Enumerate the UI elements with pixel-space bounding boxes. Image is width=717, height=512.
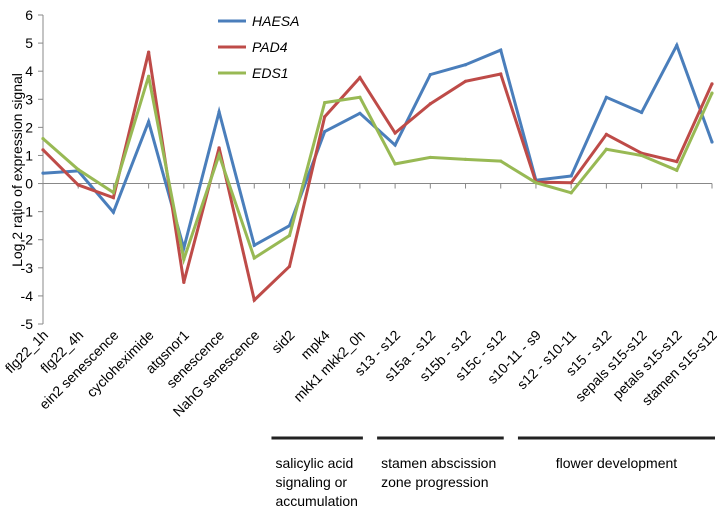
- data-point-pad4: [217, 146, 221, 150]
- data-point-pad4: [41, 148, 45, 152]
- data-point-pad4: [604, 132, 608, 136]
- data-point-haesa: [111, 210, 116, 214]
- data-point-haesa: [604, 95, 608, 99]
- data-point-pad4: [393, 131, 397, 135]
- data-point-eds1: [147, 74, 151, 78]
- y-tick-label: 0: [25, 176, 33, 192]
- group-label: accumulation: [275, 493, 358, 509]
- data-point-pad4: [428, 102, 432, 106]
- data-point-eds1: [323, 101, 327, 105]
- legend-label-eds1: EDS1: [252, 65, 289, 81]
- axes: [42, 15, 712, 324]
- y-tick-label: 6: [25, 7, 33, 23]
- data-point-eds1: [217, 153, 221, 157]
- group-label: zone progression: [381, 474, 488, 490]
- y-tick-label: 5: [25, 35, 33, 51]
- series-lines: [41, 41, 714, 304]
- data-point-haesa: [710, 140, 714, 144]
- group-label: flower development: [556, 455, 678, 471]
- data-point-eds1: [393, 162, 397, 166]
- data-point-haesa: [287, 224, 292, 228]
- data-point-eds1: [710, 91, 714, 95]
- data-point-pad4: [675, 160, 679, 164]
- data-point-eds1: [76, 167, 80, 172]
- data-point-eds1: [428, 155, 432, 160]
- legend-label-pad4: PAD4: [252, 39, 288, 55]
- data-point-pad4: [323, 115, 327, 119]
- y-tick-label: -1: [21, 204, 34, 220]
- y-axis-title: Log 2 ratio of expression signal: [9, 73, 25, 267]
- legend-label-haesa: HAESA: [252, 13, 299, 29]
- data-point-pad4: [252, 298, 256, 302]
- data-point-eds1: [111, 190, 116, 195]
- data-point-pad4: [182, 280, 186, 285]
- data-point-haesa: [428, 72, 432, 77]
- data-point-haesa: [463, 63, 468, 67]
- data-point-eds1: [604, 147, 608, 151]
- data-point-pad4: [710, 82, 714, 86]
- data-point-eds1: [41, 137, 45, 141]
- data-point-haesa: [393, 143, 397, 147]
- data-point-eds1: [252, 256, 256, 260]
- data-point-eds1: [358, 95, 362, 99]
- data-point-eds1: [463, 157, 468, 161]
- y-tick-label: 3: [25, 91, 33, 107]
- data-point-pad4: [499, 72, 503, 76]
- data-point-pad4: [463, 79, 468, 83]
- data-point-haesa: [499, 48, 503, 52]
- group-label: signaling or: [275, 474, 347, 490]
- group-label: salicylic acid: [275, 455, 353, 471]
- y-tick-label: 1: [25, 147, 33, 163]
- data-point-eds1: [287, 233, 292, 238]
- y-axis-ticks: 6 5 4 3 2 1 0 -1 -2 -3 -4 -5: [21, 7, 43, 332]
- data-point-eds1: [534, 181, 538, 185]
- data-point-haesa: [675, 43, 679, 47]
- y-tick-label: 4: [25, 63, 33, 79]
- series-line-eds1: [42, 75, 714, 266]
- y-tick-label: 2: [25, 119, 33, 135]
- data-point-eds1: [639, 153, 644, 158]
- data-point-haesa: [358, 111, 362, 115]
- data-point-pad4: [147, 50, 151, 54]
- y-tick-label: -5: [21, 316, 34, 332]
- y-tick-label: -2: [21, 232, 34, 248]
- data-point-pad4: [287, 264, 292, 269]
- x-category-label: sid2: [268, 327, 298, 357]
- data-point-haesa: [147, 120, 151, 124]
- data-point-eds1: [675, 168, 679, 172]
- data-point-eds1: [499, 159, 503, 163]
- legend: HAESA PAD4 EDS1: [218, 13, 299, 81]
- group-annotations: salicylic acid signaling or accumulation st…: [271, 436, 715, 509]
- y-tick-label: -3: [21, 260, 34, 276]
- data-point-haesa: [252, 243, 256, 247]
- series-line-pad4: [41, 51, 714, 304]
- data-point-pad4: [76, 183, 80, 187]
- data-point-pad4: [569, 181, 573, 185]
- group-label: stamen abscission: [381, 455, 496, 471]
- data-point-eds1: [182, 257, 186, 261]
- data-point-haesa: [639, 110, 644, 115]
- data-point-pad4: [358, 76, 362, 80]
- data-point-haesa: [569, 174, 573, 178]
- data-point-pad4: [111, 195, 116, 200]
- data-point-haesa: [41, 171, 45, 175]
- data-point-haesa: [217, 110, 221, 114]
- data-point-eds1: [569, 191, 573, 195]
- data-point-haesa: [323, 129, 327, 134]
- y-tick-label: -4: [21, 288, 34, 304]
